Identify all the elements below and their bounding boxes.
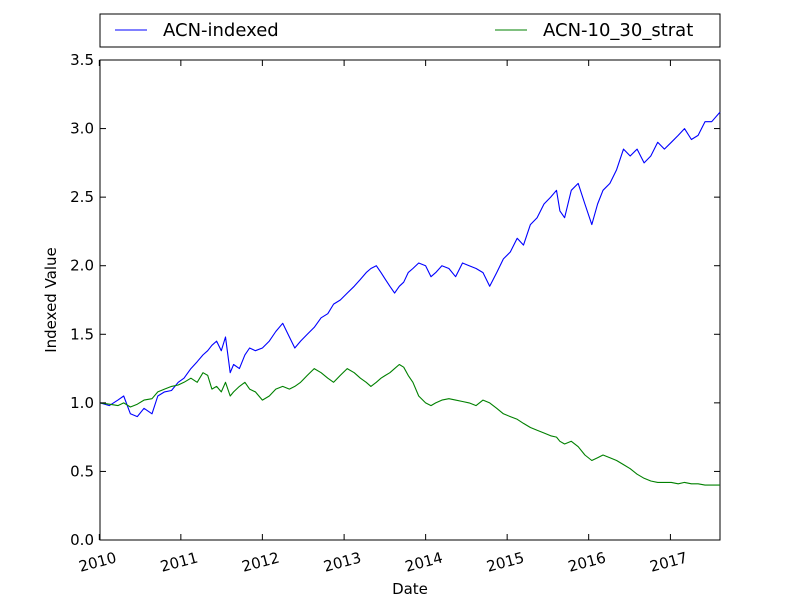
y-tick-label: 1.5 [70, 325, 94, 343]
y-tick-label: 1.0 [70, 394, 94, 412]
y-tick-label: 2.0 [70, 257, 94, 275]
legend: ACN-indexed ACN-10_30_strat [99, 13, 721, 48]
y-tick-label: 3.0 [70, 120, 94, 138]
legend-box [99, 13, 721, 48]
legend-label-acn-strat: ACN-10_30_strat [543, 20, 693, 41]
series-line-acn-strat [99, 363, 720, 486]
x-tick-label: 2016 [566, 548, 608, 575]
y-axis-label: Indexed Value [42, 247, 60, 353]
x-tick-label: 2013 [322, 548, 364, 575]
x-axis: 2010 2011 2012 2013 2014 2015 2016 2017 [77, 60, 690, 576]
x-tick-label: 2011 [158, 548, 200, 575]
x-tick-label: 2012 [240, 548, 282, 575]
series-line-acn-indexed [99, 111, 721, 418]
x-axis-label: Date [392, 580, 428, 598]
y-tick-label: 3.5 [70, 51, 94, 69]
series-layer [99, 111, 721, 486]
x-tick-label: 2014 [403, 548, 445, 575]
x-tick-label: 2017 [648, 548, 690, 575]
y-tick-label: 0.0 [70, 531, 94, 549]
plot-area [99, 59, 721, 541]
y-tick-label: 0.5 [70, 462, 94, 480]
legend-label-acn-indexed: ACN-indexed [163, 20, 279, 41]
x-tick-label: 2010 [77, 548, 119, 575]
y-tick-label: 2.5 [70, 188, 94, 206]
y-axis: 0.0 0.5 1.0 1.5 2.0 2.5 3.0 3.5 [70, 51, 720, 549]
x-tick-label: 2015 [485, 548, 527, 575]
